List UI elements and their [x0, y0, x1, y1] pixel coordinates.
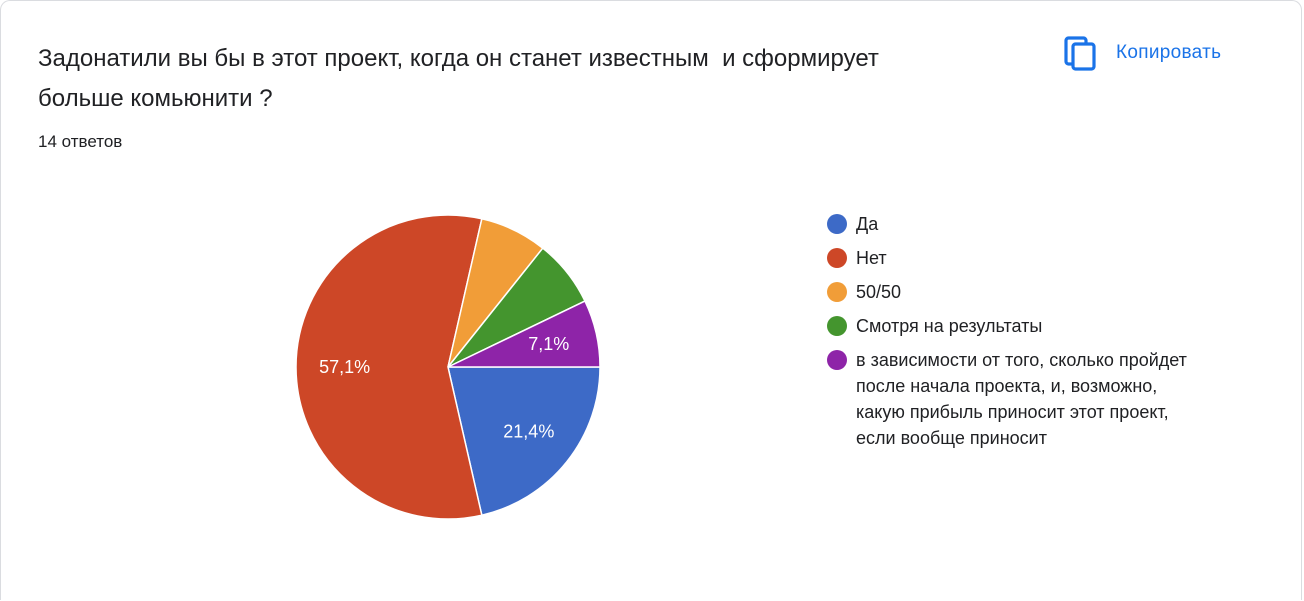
legend-swatch [827, 282, 847, 302]
legend-label: в зависимости от того, сколько пройдет п… [856, 350, 1187, 448]
copy-label: Копировать [1116, 42, 1222, 63]
slice-percent-label: 21,4% [503, 421, 554, 441]
pie-slice-4[interactable] [447, 300, 601, 368]
chart-legend: Да Нет 50/50 Смотря на результаты в зависимо… [827, 211, 1227, 459]
copy-chart-button[interactable]: Копировать [1063, 33, 1221, 73]
legend-item-2[interactable]: 50/50 [827, 279, 1227, 305]
pie-slice-0[interactable] [447, 366, 601, 517]
legend-item-4[interactable]: в зависимости от того, сколько пройдет п… [827, 347, 1227, 451]
legend-label: 50/50 [856, 282, 902, 302]
legend-swatch [827, 316, 847, 336]
slice-percent-label: 7,1% [528, 334, 569, 354]
legend-item-0[interactable]: Да [827, 211, 1227, 237]
legend-label: Да [856, 214, 879, 234]
pie-slice-1[interactable] [295, 214, 483, 520]
response-count: 14 ответов [38, 132, 123, 151]
legend-item-3[interactable]: Смотря на результаты [827, 313, 1227, 339]
legend-item-1[interactable]: Нет [827, 245, 1227, 271]
legend-swatch [827, 248, 847, 268]
copy-icon [1063, 35, 1097, 71]
legend-swatch [827, 214, 847, 234]
legend-label: Смотря на результаты [856, 316, 1043, 336]
legend-swatch [827, 350, 847, 370]
question-title: Задонатили вы бы в этот проект, когда он… [38, 45, 886, 112]
slice-percent-label: 57,1% [319, 357, 370, 377]
legend-label: Нет [856, 248, 887, 268]
